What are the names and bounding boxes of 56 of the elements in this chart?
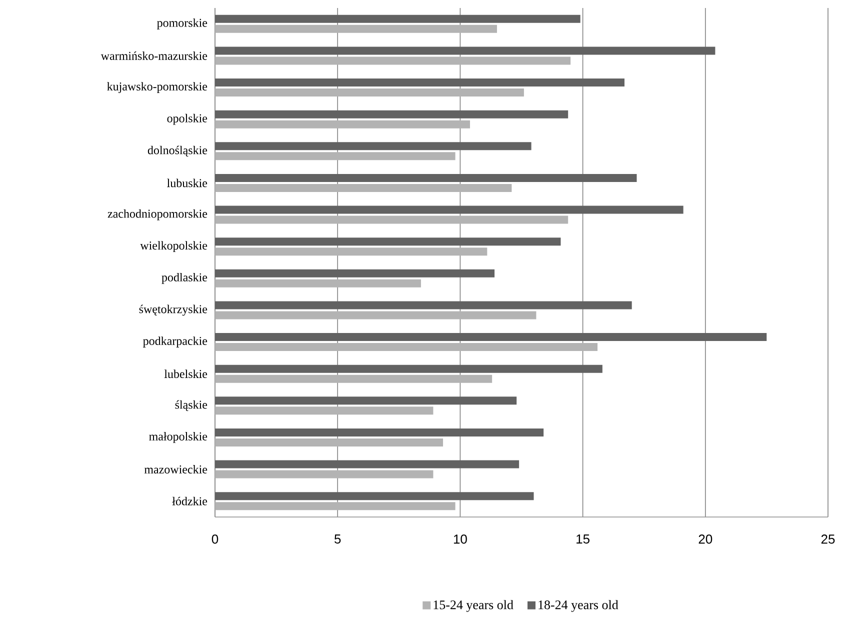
y-tick-label: śląskie <box>175 400 208 412</box>
x-tick-label: 10 <box>454 534 467 544</box>
bar <box>215 374 492 383</box>
bar <box>215 301 632 310</box>
bar <box>215 248 488 256</box>
y-tick-label: mazowieckie <box>144 465 208 474</box>
bar <box>215 364 602 373</box>
bar <box>215 14 580 23</box>
y-tick-label: śwętokrzyskie <box>139 304 208 316</box>
legend-label: 15-24 years old <box>434 600 514 612</box>
bar <box>215 152 456 160</box>
bar <box>215 174 637 182</box>
bar <box>215 88 524 97</box>
bar <box>215 438 444 446</box>
bar <box>215 120 470 128</box>
bar <box>215 396 517 405</box>
bar <box>215 238 561 246</box>
bar <box>215 311 536 320</box>
legend-label: 18-24 years old <box>538 600 618 612</box>
bar <box>215 343 598 352</box>
y-tick-label: opolskie <box>167 114 208 125</box>
bar <box>215 460 520 468</box>
x-tick-label: 20 <box>698 534 712 544</box>
bar <box>215 142 532 150</box>
bar <box>215 78 624 87</box>
bar <box>215 492 534 500</box>
bar <box>215 269 495 278</box>
bar <box>215 216 568 224</box>
bar <box>215 428 544 436</box>
bar <box>215 206 684 214</box>
bar <box>215 406 434 415</box>
bar <box>215 502 456 510</box>
y-tick-label: kujawsko-pomorskie <box>107 82 208 93</box>
y-tick-label: wielkopolskie <box>140 241 208 252</box>
bar <box>215 184 512 192</box>
bar <box>215 56 571 65</box>
bar <box>215 333 767 342</box>
bar <box>215 470 434 478</box>
y-tick-label: łódzkie <box>172 496 208 506</box>
y-tick-label: pomorskie <box>157 18 208 30</box>
bar <box>215 279 421 288</box>
bar <box>215 110 568 118</box>
y-tick-label: dolnośląskie <box>148 146 208 157</box>
bar <box>215 46 716 55</box>
bar <box>215 24 497 33</box>
y-tick-label: podkarpackie <box>143 336 208 348</box>
x-tick-label: 15 <box>576 534 590 544</box>
y-tick-label: lubelskie <box>164 370 208 378</box>
y-tick-label: podlaskie <box>162 272 208 284</box>
y-tick-label: małopolskie <box>149 432 208 443</box>
x-tick-label: 0 <box>212 534 218 544</box>
y-tick-label: warmińsko-mazurskie <box>100 51 208 60</box>
y-tick-label: lubuskie <box>167 178 208 188</box>
y-tick-label: zachodniopomorskie <box>108 209 208 220</box>
x-tick-label: 5 <box>334 534 341 544</box>
x-tick-label: 25 <box>821 534 835 544</box>
